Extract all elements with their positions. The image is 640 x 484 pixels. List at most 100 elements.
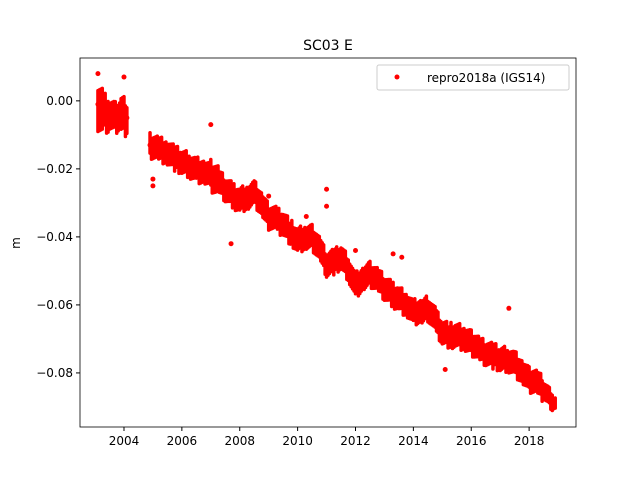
data-point-outlier bbox=[390, 251, 396, 257]
data-point bbox=[179, 159, 185, 165]
data-point-outlier bbox=[248, 186, 254, 192]
data-point bbox=[289, 230, 295, 236]
x-tick-label: 2018 bbox=[514, 434, 545, 448]
data-point bbox=[208, 173, 214, 179]
data-point bbox=[173, 156, 179, 162]
data-point bbox=[535, 380, 541, 386]
data-point bbox=[367, 271, 373, 277]
data-point bbox=[231, 193, 237, 199]
data-point bbox=[434, 319, 440, 325]
data-point bbox=[526, 377, 532, 383]
data-point bbox=[506, 356, 512, 362]
data-point bbox=[425, 305, 431, 311]
legend-label: repro2018a (IGS14) bbox=[427, 71, 545, 85]
data-point bbox=[491, 353, 497, 359]
data-point-outlier bbox=[324, 203, 330, 209]
data-point-outlier bbox=[352, 247, 358, 253]
data-point bbox=[541, 387, 547, 393]
data-point bbox=[251, 190, 257, 196]
data-point bbox=[107, 111, 113, 117]
legend: repro2018a (IGS14) bbox=[376, 64, 570, 91]
data-point bbox=[448, 333, 454, 339]
data-point bbox=[101, 108, 107, 114]
data-point bbox=[112, 115, 118, 121]
data-point bbox=[454, 333, 460, 339]
y-tick-label: −0.06 bbox=[36, 298, 73, 312]
data-point bbox=[202, 169, 208, 175]
data-point bbox=[462, 336, 468, 342]
data-point-outlier bbox=[442, 367, 448, 373]
data-point bbox=[222, 186, 228, 192]
x-tick-label: 2004 bbox=[109, 434, 140, 448]
x-tick-label: 2010 bbox=[282, 434, 313, 448]
data-point bbox=[347, 268, 353, 274]
data-point bbox=[381, 285, 387, 291]
data-point bbox=[390, 292, 396, 298]
data-point bbox=[237, 196, 243, 202]
data-point bbox=[260, 203, 266, 209]
data-point bbox=[546, 394, 552, 400]
data-point-outlier bbox=[150, 176, 156, 182]
data-point-outlier bbox=[228, 241, 234, 247]
legend-marker bbox=[394, 74, 400, 80]
chart-title: SC03 E bbox=[303, 38, 353, 54]
data-point bbox=[551, 401, 557, 407]
data-point bbox=[497, 356, 503, 362]
data-point bbox=[266, 213, 272, 219]
legend-frame bbox=[376, 64, 570, 91]
data-point bbox=[512, 360, 518, 366]
data-point bbox=[95, 101, 101, 107]
data-point bbox=[396, 295, 402, 301]
data-point bbox=[124, 115, 130, 121]
data-point-outlier bbox=[208, 122, 214, 128]
data-point-outlier bbox=[150, 183, 156, 189]
data-point bbox=[216, 179, 222, 185]
data-point-outlier bbox=[266, 193, 272, 199]
data-point-outlier bbox=[95, 71, 101, 77]
data-point bbox=[468, 339, 474, 345]
data-point bbox=[303, 234, 309, 240]
data-point bbox=[376, 278, 382, 284]
data-point bbox=[309, 234, 315, 240]
data-point-outlier bbox=[399, 254, 405, 260]
x-tick-label: 2016 bbox=[456, 434, 487, 448]
data-point bbox=[156, 145, 162, 151]
y-tick-label: 0.00 bbox=[46, 94, 73, 108]
data-point bbox=[280, 220, 286, 226]
data-point bbox=[332, 258, 338, 264]
data-point bbox=[361, 275, 367, 281]
data-point-outlier bbox=[506, 305, 512, 311]
x-tick-label: 2012 bbox=[340, 434, 371, 448]
data-point-outlier bbox=[303, 213, 309, 219]
data-point-outlier bbox=[121, 74, 127, 80]
data-point bbox=[410, 309, 416, 315]
y-tick-label: −0.08 bbox=[36, 366, 73, 380]
x-tick-label: 2008 bbox=[224, 434, 255, 448]
data-point bbox=[483, 350, 489, 356]
data-point bbox=[405, 302, 411, 308]
data-point bbox=[188, 162, 194, 168]
x-tick-label: 2006 bbox=[167, 434, 198, 448]
y-tick-label: −0.04 bbox=[36, 230, 73, 244]
y-axis-label: m bbox=[9, 237, 23, 249]
data-point bbox=[324, 261, 330, 267]
data-point bbox=[118, 111, 124, 117]
data-point bbox=[193, 166, 199, 172]
y-tick-label: −0.02 bbox=[36, 162, 73, 176]
data-point bbox=[295, 237, 301, 243]
data-point bbox=[338, 254, 344, 260]
data-point bbox=[352, 282, 358, 288]
data-point bbox=[164, 149, 170, 155]
data-point bbox=[477, 346, 483, 352]
data-point bbox=[318, 247, 324, 253]
data-point bbox=[520, 370, 526, 376]
data-point bbox=[245, 193, 251, 199]
data-point bbox=[147, 142, 153, 148]
data-point-outlier bbox=[324, 186, 330, 192]
data-point bbox=[439, 329, 445, 335]
data-point bbox=[274, 217, 280, 223]
x-tick-label: 2014 bbox=[398, 434, 429, 448]
data-point bbox=[419, 309, 425, 315]
